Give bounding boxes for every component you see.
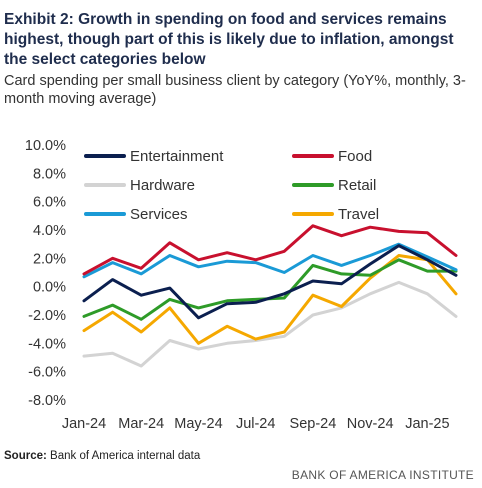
- x-tick-label: Jan-24: [62, 416, 106, 432]
- y-tick-label: -2.0%: [28, 308, 66, 324]
- series-line-food: [82, 224, 458, 276]
- series-line-services: [82, 242, 458, 279]
- y-tick-label: 8.0%: [33, 166, 66, 182]
- y-tick-label: -6.0%: [28, 365, 66, 381]
- y-tick-label: 4.0%: [33, 223, 66, 239]
- source-label: Source:: [4, 450, 47, 462]
- series-line-hardware: [82, 280, 458, 368]
- source-text: Bank of America internal data: [50, 450, 201, 462]
- y-tick-label: 2.0%: [33, 251, 66, 267]
- source-note: Source: Bank of America internal data: [4, 450, 200, 462]
- y-axis: 10.0% 8.0% 6.0% 4.0% 2.0% 0.0% -2.0% -4.0% -6.0%…: [25, 138, 66, 409]
- legend-label-hardware: Hardware: [130, 177, 195, 194]
- chart-title: Exhibit 2: Growth in spending on food an…: [4, 11, 454, 68]
- legend-label-entertainment: Entertainment: [130, 148, 224, 165]
- series-lines: [82, 224, 458, 368]
- y-tick-label: -8.0%: [28, 393, 66, 409]
- x-axis: Jan-24 Mar-24 May-24 Jul-24 Sep-24 Nov-24 Jan-…: [62, 416, 450, 432]
- y-tick-label: 6.0%: [33, 195, 66, 211]
- legend-label-services: Services: [130, 206, 188, 223]
- chart-subtitle: Card spending per small business client …: [4, 73, 466, 107]
- legend-label-retail: Retail: [338, 177, 376, 194]
- legend: Entertainment Food Hardware Retail Services T…: [84, 148, 379, 223]
- x-tick-label: Mar-24: [118, 416, 164, 432]
- legend-label-food: Food: [338, 148, 372, 165]
- y-tick-label: -4.0%: [28, 336, 66, 352]
- series-line-entertainment: [82, 244, 458, 320]
- legend-label-travel: Travel: [338, 206, 379, 223]
- x-tick-label: Sep-24: [290, 416, 337, 432]
- x-tick-label: Nov-24: [347, 416, 394, 432]
- brand-name: BANK OF AMERICA INSTITUTE: [291, 468, 474, 482]
- series-line-travel: [82, 254, 458, 345]
- y-tick-label: 10.0%: [25, 138, 66, 154]
- x-tick-label: Jan-25: [405, 416, 449, 432]
- y-tick-label: 0.0%: [33, 280, 66, 296]
- x-tick-label: Jul-24: [236, 416, 276, 432]
- x-tick-label: May-24: [174, 416, 222, 432]
